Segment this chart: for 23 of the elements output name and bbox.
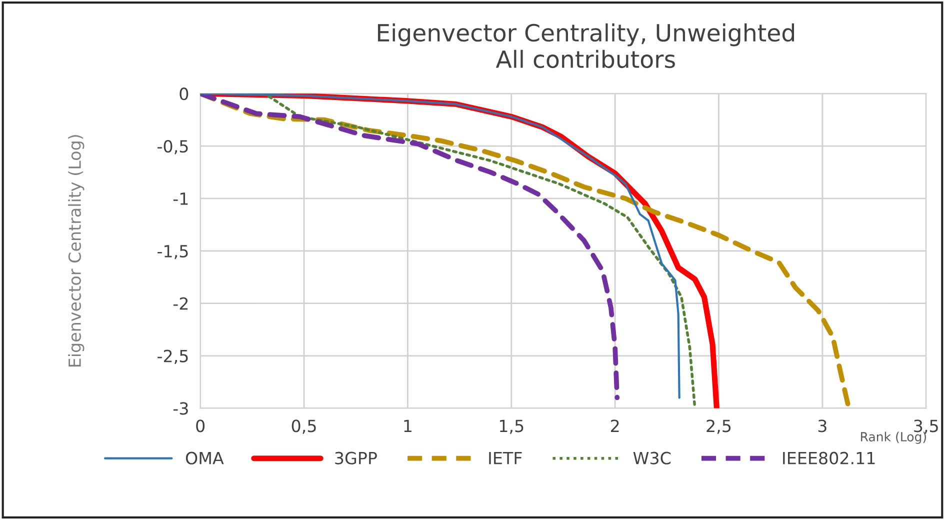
y-tick-label: -2,5 xyxy=(158,350,188,364)
y-tick-label: -3 xyxy=(173,402,188,415)
legend-label: OMA xyxy=(186,452,224,464)
x-tick-label: 2,5 xyxy=(706,420,731,434)
y-tick-label: 0 xyxy=(180,88,188,100)
x-tick-label: 3,5 xyxy=(914,420,938,434)
legend-label: 3GPP xyxy=(335,452,377,464)
y-tick-label: -2 xyxy=(173,297,188,310)
x-tick-label: 3 xyxy=(818,420,826,432)
legend-label: IEEE802.11 xyxy=(783,452,875,464)
x-tick-label: 0,5 xyxy=(292,420,316,434)
x-axis-title: Rank (Log) xyxy=(861,432,926,444)
legend-label: IETF xyxy=(489,452,522,464)
y-axis-title: Eigenvector Centrality (Log) xyxy=(68,135,84,367)
x-tick-label: 2 xyxy=(610,420,619,432)
y-tick-label: -1,5 xyxy=(158,245,188,260)
chart-title: Eigenvector Centrality, Unweighted All contributors xyxy=(378,23,794,68)
legend-label: W3C xyxy=(633,452,671,464)
x-tick-label: 0 xyxy=(196,420,205,432)
x-tick-label: 1,5 xyxy=(500,420,524,434)
y-tick-label: -1 xyxy=(173,192,188,205)
y-tick-label: -0,5 xyxy=(158,140,188,154)
x-tick-label: 1 xyxy=(404,420,412,432)
